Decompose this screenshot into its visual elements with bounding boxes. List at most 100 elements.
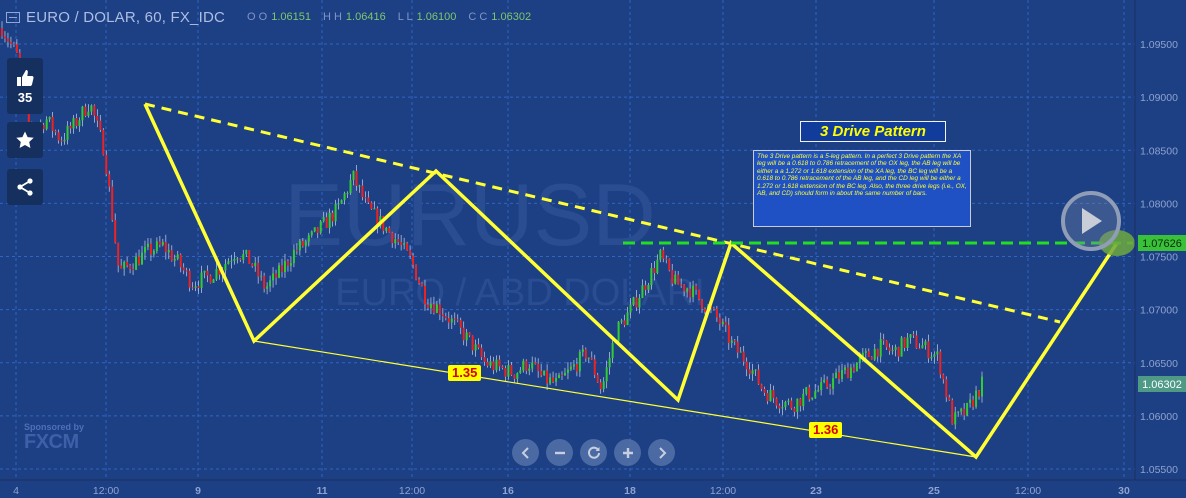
candle-body xyxy=(793,408,796,412)
candle-body xyxy=(161,242,164,245)
candle-body xyxy=(358,185,361,187)
candle-body xyxy=(790,400,793,409)
candle-body xyxy=(179,254,182,268)
candle-body xyxy=(846,367,849,379)
candle-body xyxy=(820,382,823,391)
candle-body xyxy=(459,320,462,328)
candle-body xyxy=(936,351,939,355)
watermark-symbol: EURUSD xyxy=(284,165,656,264)
candle-body xyxy=(513,375,516,379)
candle-body xyxy=(683,284,686,292)
sponsor-badge[interactable]: Sponsored by FXCM xyxy=(24,422,84,454)
pattern-upper-trendline[interactable] xyxy=(144,102,1061,324)
candle-body xyxy=(307,235,310,242)
candle-body xyxy=(406,243,409,251)
candle-body xyxy=(102,129,105,155)
candle-body xyxy=(814,391,817,398)
candle-body xyxy=(170,250,173,261)
candle-body xyxy=(617,321,620,342)
candle-body xyxy=(15,44,18,53)
candle-body xyxy=(733,340,736,342)
symbol-title[interactable]: EURO / DOLAR, 60, FX_IDC xyxy=(26,8,226,26)
candle-body xyxy=(587,357,590,359)
ratio-label-2[interactable]: 1.36 xyxy=(809,422,843,438)
candle-body xyxy=(656,259,659,273)
candle-body xyxy=(882,339,885,341)
pattern-lower-trendline[interactable] xyxy=(253,340,977,458)
candle-body xyxy=(251,263,254,267)
candle-body xyxy=(468,332,471,336)
candle-body xyxy=(236,258,239,260)
candle-body xyxy=(480,347,483,358)
pattern-zigzag[interactable] xyxy=(143,103,1119,460)
candle-body xyxy=(316,227,319,233)
candle-body xyxy=(507,364,510,377)
candle-body xyxy=(96,115,99,121)
candle-body xyxy=(808,387,811,400)
candle-body xyxy=(209,275,212,283)
candle-body xyxy=(334,204,337,222)
candle-body xyxy=(584,349,587,359)
candle-body xyxy=(829,386,832,389)
play-replay-button[interactable] xyxy=(1061,191,1121,251)
ratio-label-1[interactable]: 1.35 xyxy=(448,365,482,381)
candle-body xyxy=(6,38,9,42)
candle-body xyxy=(90,105,93,112)
candle-body xyxy=(927,341,930,359)
candle-body xyxy=(942,374,945,380)
candle-body xyxy=(135,256,138,270)
candle-body xyxy=(278,265,281,278)
candle-body xyxy=(87,111,90,116)
candle-body xyxy=(289,263,292,266)
candle-body xyxy=(543,370,546,376)
candle-body xyxy=(981,376,983,397)
scroll-right-button[interactable] xyxy=(648,439,675,466)
time-axis[interactable]: 4 12:00 9 11 12:00 16 18 12:00 23 25 12:00 30 xyxy=(13,485,1130,497)
candle-body xyxy=(721,321,724,324)
pattern-description[interactable]: The 3 Drive pattern is a 5-leg pattern. … xyxy=(753,150,971,227)
symbol-flag-icon xyxy=(6,11,20,23)
candle-body xyxy=(48,116,51,120)
candle-body xyxy=(141,252,143,265)
candle-body xyxy=(310,231,313,236)
pattern-title[interactable]: 3 Drive Pattern xyxy=(800,121,946,142)
zoom-in-button[interactable] xyxy=(614,439,641,466)
candle-body xyxy=(212,279,215,283)
candle-body xyxy=(611,343,614,359)
candle-body xyxy=(832,378,835,389)
candle-body xyxy=(626,312,629,326)
scroll-left-button[interactable] xyxy=(512,439,539,466)
candle-body xyxy=(915,335,918,349)
candle-body xyxy=(632,297,635,305)
candle-body xyxy=(534,362,537,364)
candle-body xyxy=(283,261,286,273)
low-label: L L xyxy=(397,11,413,23)
price-axis[interactable]: 1.09500 1.09000 1.08500 1.08000 1.07500 1.070… xyxy=(1140,39,1178,476)
candle-body xyxy=(1,28,3,37)
like-button[interactable]: 35 xyxy=(7,58,43,114)
three-drive-pattern[interactable] xyxy=(143,102,1119,460)
candle-body xyxy=(796,398,799,412)
candle-body xyxy=(176,254,179,259)
sponsor-logo: FXCM xyxy=(24,431,79,453)
candle-body xyxy=(906,337,909,348)
share-button[interactable] xyxy=(7,169,43,205)
favorite-button[interactable] xyxy=(7,122,43,158)
candle-body xyxy=(370,202,373,209)
candle-body xyxy=(105,154,108,175)
candle-body xyxy=(233,258,236,261)
candle-body xyxy=(465,332,468,341)
candle-body xyxy=(784,401,787,408)
candle-body xyxy=(954,412,957,425)
candle-body xyxy=(200,272,203,288)
reset-chart-button[interactable] xyxy=(580,439,607,466)
candle-body xyxy=(471,335,474,351)
candle-body xyxy=(188,270,191,288)
candle-body xyxy=(957,411,960,413)
price-tick-label: 1.06500 xyxy=(1140,358,1178,370)
candle-body xyxy=(799,398,802,407)
candle-body xyxy=(182,267,185,271)
zoom-out-button[interactable] xyxy=(546,439,573,466)
candle-body xyxy=(495,359,498,371)
